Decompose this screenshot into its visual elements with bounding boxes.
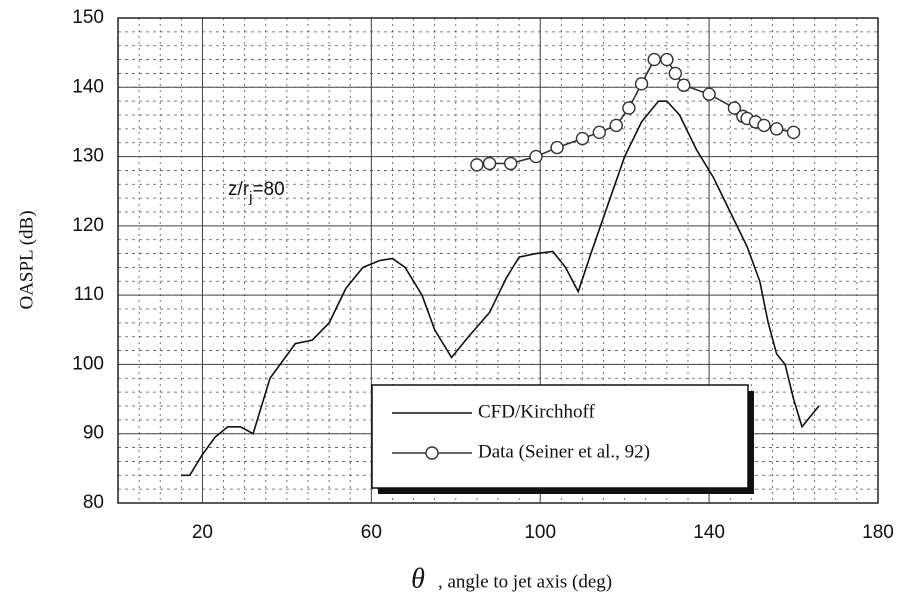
y-tick-label: 130 [72, 146, 104, 167]
y-tick-label: 90 [83, 423, 104, 444]
y-tick-label: 110 [74, 284, 104, 305]
data-point [575, 131, 590, 146]
y-tick-label: 140 [72, 76, 104, 97]
legend [371, 384, 749, 489]
y-axis-label: OASPL (dB) [16, 210, 37, 309]
x-tick-label: 140 [693, 522, 725, 543]
legend-marker [425, 446, 439, 460]
data-point [702, 87, 716, 101]
data-point [647, 52, 661, 67]
data-point [550, 140, 564, 155]
data-point [727, 101, 742, 115]
x-axis-symbol: θ [411, 563, 425, 594]
data-point [668, 66, 683, 81]
data-point [769, 122, 784, 136]
series-line [181, 100, 820, 477]
data-point [470, 158, 484, 172]
data-point [482, 156, 497, 171]
x-tick-label: 180 [862, 522, 894, 543]
data-point [529, 149, 543, 164]
data-point [592, 125, 607, 140]
legend-label: CFD/Kirchhoff [478, 401, 595, 422]
annotation-sub: j [248, 189, 252, 206]
annotation-suffix: =80 [252, 179, 284, 200]
y-tick-label: 100 [72, 353, 104, 374]
x-tick-label: 20 [192, 522, 213, 543]
plot-frame [117, 17, 879, 504]
data-point [609, 118, 623, 133]
x-tick-label: 100 [524, 522, 556, 543]
data-point [660, 52, 674, 67]
data-point [757, 118, 771, 133]
data-point [786, 125, 801, 140]
annotation: z/rj=80 [228, 179, 285, 206]
y-tick-label: 150 [72, 7, 104, 28]
data-point [622, 101, 636, 115]
data-point [634, 77, 649, 91]
data-point [503, 156, 518, 171]
data-point [677, 78, 691, 92]
x-axis-label: , angle to jet axis (deg) [438, 571, 612, 592]
annotation-text: z/r [228, 179, 250, 200]
y-tick-label: 80 [83, 492, 104, 513]
y-tick-label: 120 [72, 215, 104, 236]
legend-label: Data (Seiner et al., 92) [478, 441, 650, 462]
x-tick-label: 60 [361, 522, 382, 543]
